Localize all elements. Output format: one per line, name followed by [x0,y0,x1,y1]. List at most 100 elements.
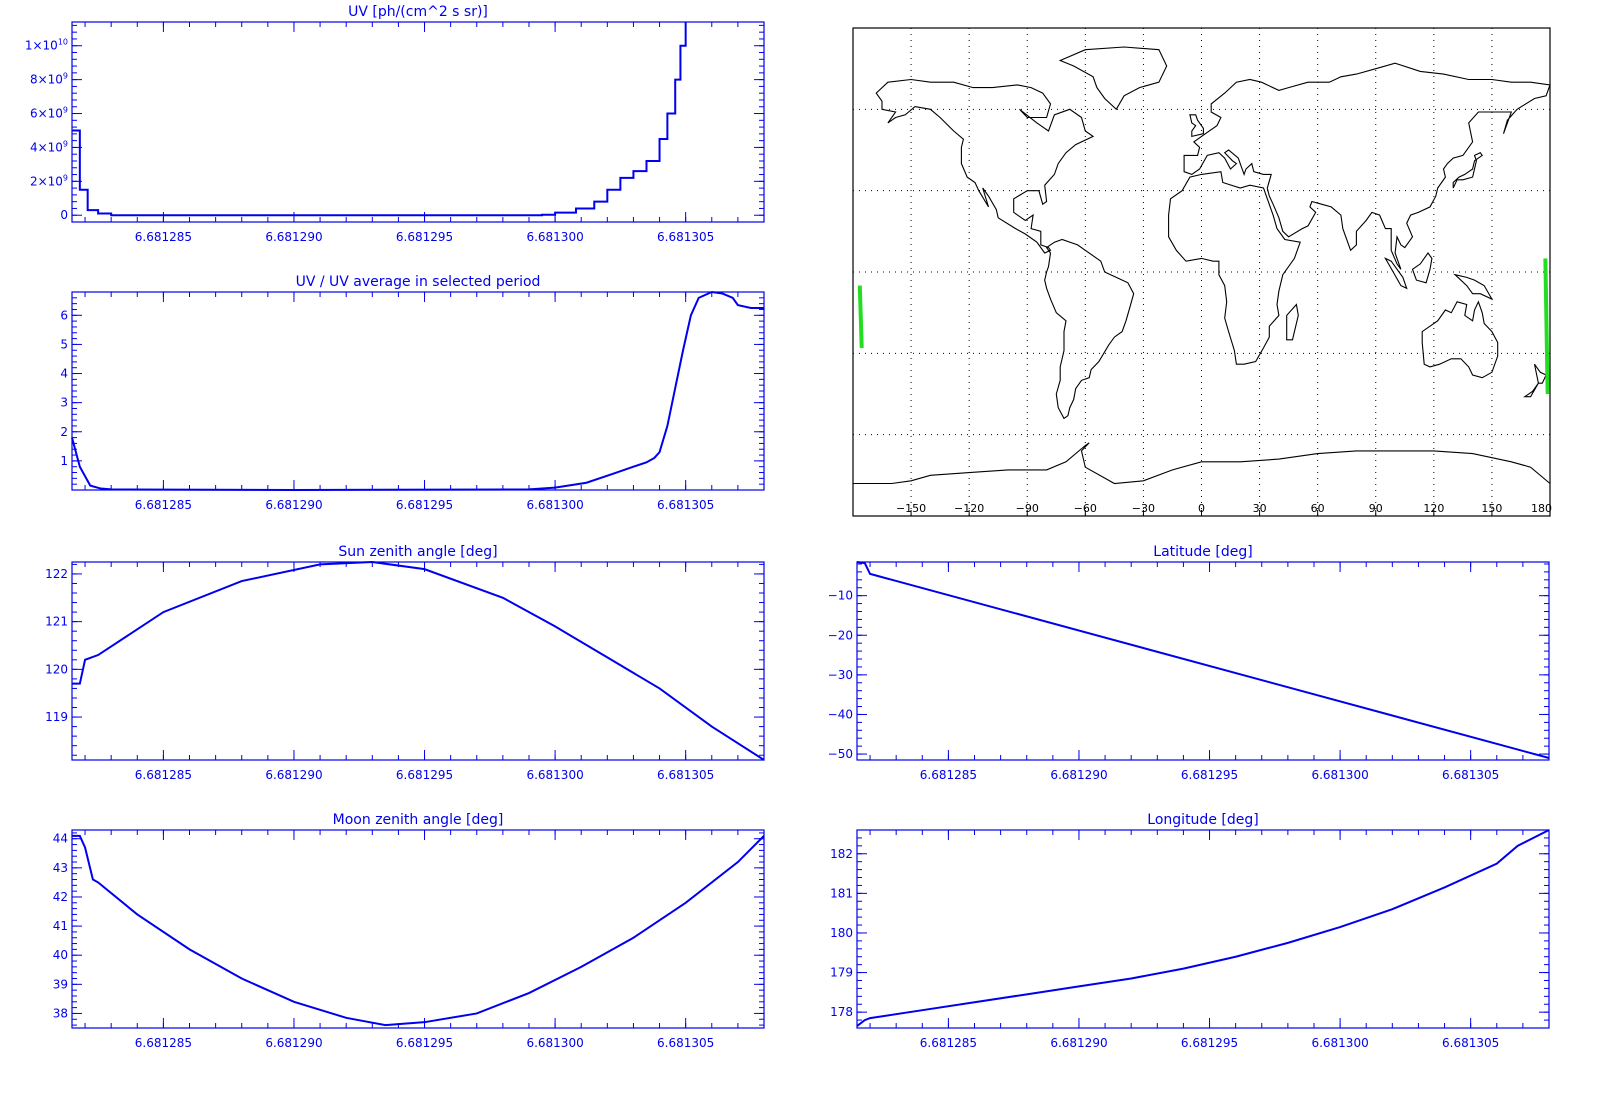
plot-frame [71,21,765,223]
y-tick-label: 1×1010 [25,38,68,53]
sun-zenith-chart: Sun zenith angle [deg] 6.681285 6.681290 6.… [45,544,765,782]
x-tick-label: 6.681305 [657,768,714,782]
x-tick-label: 6.681290 [265,498,322,512]
series-line [856,561,1550,759]
series-line [856,829,1550,1027]
satellite-track [1543,258,1550,395]
world-map: −150 −120 −90 −60 −30 0 30 60 90 120 150 180 [852,27,1552,517]
x-tick-label: 6.681295 [396,498,453,512]
y-tick-label: 120 [45,662,68,676]
x-tick-label: 6.681285 [135,230,192,244]
moon-zenith-chart: Moon zenith angle [deg] 6.681285 6.681290 6… [53,812,765,1050]
y-tick-label: 2 [60,425,68,439]
map-x-tick-label: −150 [896,502,926,515]
x-tick-label: 6.681305 [1442,1036,1499,1050]
latitude-chart: Latitude [deg] 6.681285 6.681290 6.681295 6.… [828,544,1550,782]
plot-frame [71,291,765,491]
x-tick-label: 6.681295 [396,768,453,782]
map-x-tick-label: 180 [1531,502,1552,515]
x-tick-label: 6.681290 [265,1036,322,1050]
x-tick-label: 6.681305 [657,498,714,512]
coastline-japan [1452,152,1483,189]
series-line [71,290,764,492]
coastline-africa [1168,171,1301,365]
y-tick-label: 41 [53,919,68,933]
y-tick-label: −40 [828,707,853,721]
y-tick-label: 3 [60,396,68,410]
y-tick-label: 179 [830,966,853,980]
x-tick-label: 6.681295 [1181,768,1238,782]
y-tick-label: 39 [53,977,68,991]
satellite-track [857,285,864,348]
coastline-eurasia [1183,62,1551,270]
plot-frame [71,829,765,1029]
y-tick-label: 180 [830,926,853,940]
plot-frame [856,829,1550,1029]
series-line [72,834,765,1027]
x-tick-label: 6.681295 [396,230,453,244]
y-tick-label: 40 [53,948,68,962]
map-x-tick-label: 90 [1369,502,1383,515]
y-tick-label: 5 [60,337,68,351]
y-tick-label: 119 [45,710,68,724]
x-tick-label: 6.681300 [1311,768,1368,782]
map-x-tick-label: −120 [954,502,984,515]
coastline-borneo-sumatra [1384,257,1408,290]
coastline-south-america [1044,238,1135,420]
x-tick-label: 6.681295 [396,1036,453,1050]
x-tick-label: 6.681305 [657,230,714,244]
y-tick-label: 43 [53,861,68,875]
coastline-greenland [1058,46,1168,111]
series-line [72,560,765,761]
chart-title: Sun zenith angle [deg] [338,544,497,560]
y-tick-label: 6 [60,308,68,322]
x-tick-label: 6.681305 [1442,768,1499,782]
coastline-north-america [875,78,1095,254]
map-x-tick-label: 60 [1311,502,1325,515]
y-tick-label: 122 [45,567,68,581]
y-tick-label: 1 [60,454,68,468]
y-tick-label: 181 [830,886,853,900]
plot-frame [856,561,1550,761]
y-tick-label: 8×109 [30,72,68,87]
uv-chart: UV [ph/(cm^2 s sr)] 6.681285 6.681290 6.681… [25,4,765,244]
x-tick-label: 6.681290 [1050,768,1107,782]
x-tick-label: 6.681285 [920,768,977,782]
chart-title: Longitude [deg] [1147,812,1258,828]
map-x-tick-label: 30 [1253,502,1267,515]
coastline-new-guinea [1453,273,1494,301]
chart-title: UV [ph/(cm^2 s sr)] [348,4,488,20]
map-x-tick-label: 150 [1481,502,1502,515]
map-x-tick-label: 0 [1198,502,1205,515]
plot-frame [71,561,765,761]
x-tick-label: 6.681300 [1311,1036,1368,1050]
x-tick-label: 6.681285 [920,1036,977,1050]
x-tick-label: 6.681295 [1181,1036,1238,1050]
y-tick-label: 4 [60,367,68,381]
y-tick-label: 121 [45,615,68,629]
x-tick-label: 6.681300 [526,498,583,512]
longitude-chart: Longitude [deg] 6.681285 6.681290 6.681295 6… [830,812,1550,1050]
map-x-tick-label: −30 [1132,502,1155,515]
coastline-new-zealand [1523,363,1547,398]
y-tick-label: −30 [828,668,853,682]
chart-title: UV / UV average in selected period [296,274,541,290]
y-tick-label: 6×109 [30,106,68,121]
chart-title: Moon zenith angle [deg] [333,812,504,828]
coastline-madagascar [1286,303,1299,341]
y-tick-label: 2×109 [30,173,68,188]
y-tick-label: 38 [53,1006,68,1020]
x-tick-label: 6.681305 [657,1036,714,1050]
x-tick-label: 6.681300 [526,768,583,782]
y-tick-label: −50 [828,747,853,761]
y-tick-label: 182 [830,847,853,861]
coastline-antarctica [853,442,1551,485]
x-tick-label: 6.681290 [265,230,322,244]
coastline-borneo [1411,252,1433,284]
chart-title: Latitude [deg] [1153,544,1252,560]
x-tick-label: 6.681300 [526,1036,583,1050]
x-tick-label: 6.681290 [1050,1036,1107,1050]
coastline-uk [1189,114,1204,138]
y-tick-label: 178 [830,1005,853,1019]
coastline-australia [1421,300,1499,379]
